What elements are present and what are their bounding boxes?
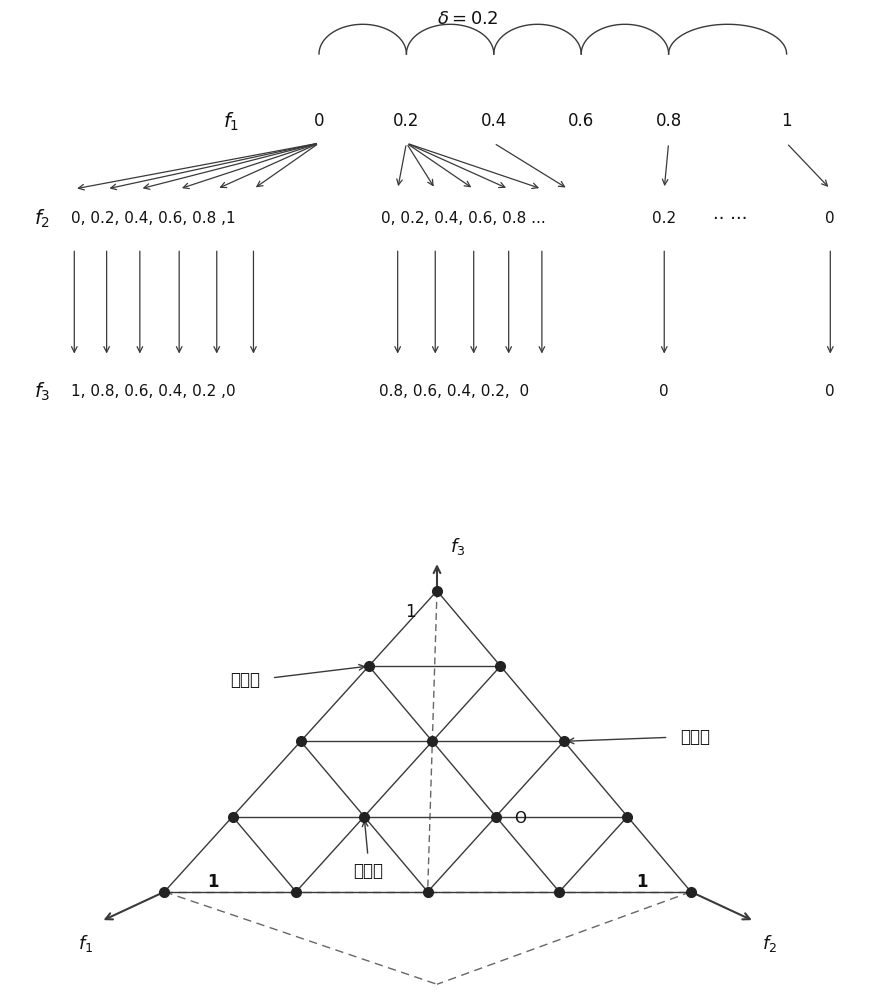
Text: 1, 0.8, 0.6, 0.4, 0.2 ,0: 1, 0.8, 0.6, 0.4, 0.2 ,0 (71, 384, 235, 399)
Text: 0.6: 0.6 (568, 112, 594, 130)
Text: $f_2$: $f_2$ (762, 933, 777, 954)
Text: 0, 0.2, 0.4, 0.6, 0.8 ,1: 0, 0.2, 0.4, 0.6, 0.8 ,1 (71, 211, 235, 226)
Text: 1: 1 (406, 603, 416, 621)
Text: O: O (515, 811, 526, 826)
Text: 0.2: 0.2 (393, 112, 420, 130)
Text: 参考点: 参考点 (680, 728, 710, 746)
Text: 0: 0 (825, 211, 836, 226)
Text: $f_2$: $f_2$ (34, 208, 50, 230)
Text: $f_3$: $f_3$ (450, 536, 466, 557)
Text: 1: 1 (207, 873, 218, 891)
Text: 0, 0.2, 0.4, 0.6, 0.8 ...: 0, 0.2, 0.4, 0.6, 0.8 ... (381, 211, 545, 226)
Text: 超平面: 超平面 (353, 862, 383, 880)
Text: 0.2: 0.2 (652, 211, 676, 226)
Text: 1: 1 (781, 112, 792, 130)
Text: $f_1$: $f_1$ (224, 110, 239, 133)
Text: 0.4: 0.4 (481, 112, 507, 130)
Text: 1: 1 (636, 873, 649, 891)
Text: $f_1$: $f_1$ (79, 933, 94, 954)
Text: ·· ···: ·· ··· (713, 210, 748, 228)
Text: $\delta = 0.2$: $\delta = 0.2$ (437, 10, 498, 28)
Text: 0.8, 0.6, 0.4, 0.2,  0: 0.8, 0.6, 0.4, 0.2, 0 (379, 384, 530, 399)
Text: 理想点: 理想点 (231, 671, 260, 689)
Text: 0: 0 (659, 384, 669, 399)
Text: 0: 0 (314, 112, 324, 130)
Text: 0.8: 0.8 (656, 112, 682, 130)
Text: 0: 0 (825, 384, 836, 399)
Text: $f_3$: $f_3$ (34, 380, 50, 403)
